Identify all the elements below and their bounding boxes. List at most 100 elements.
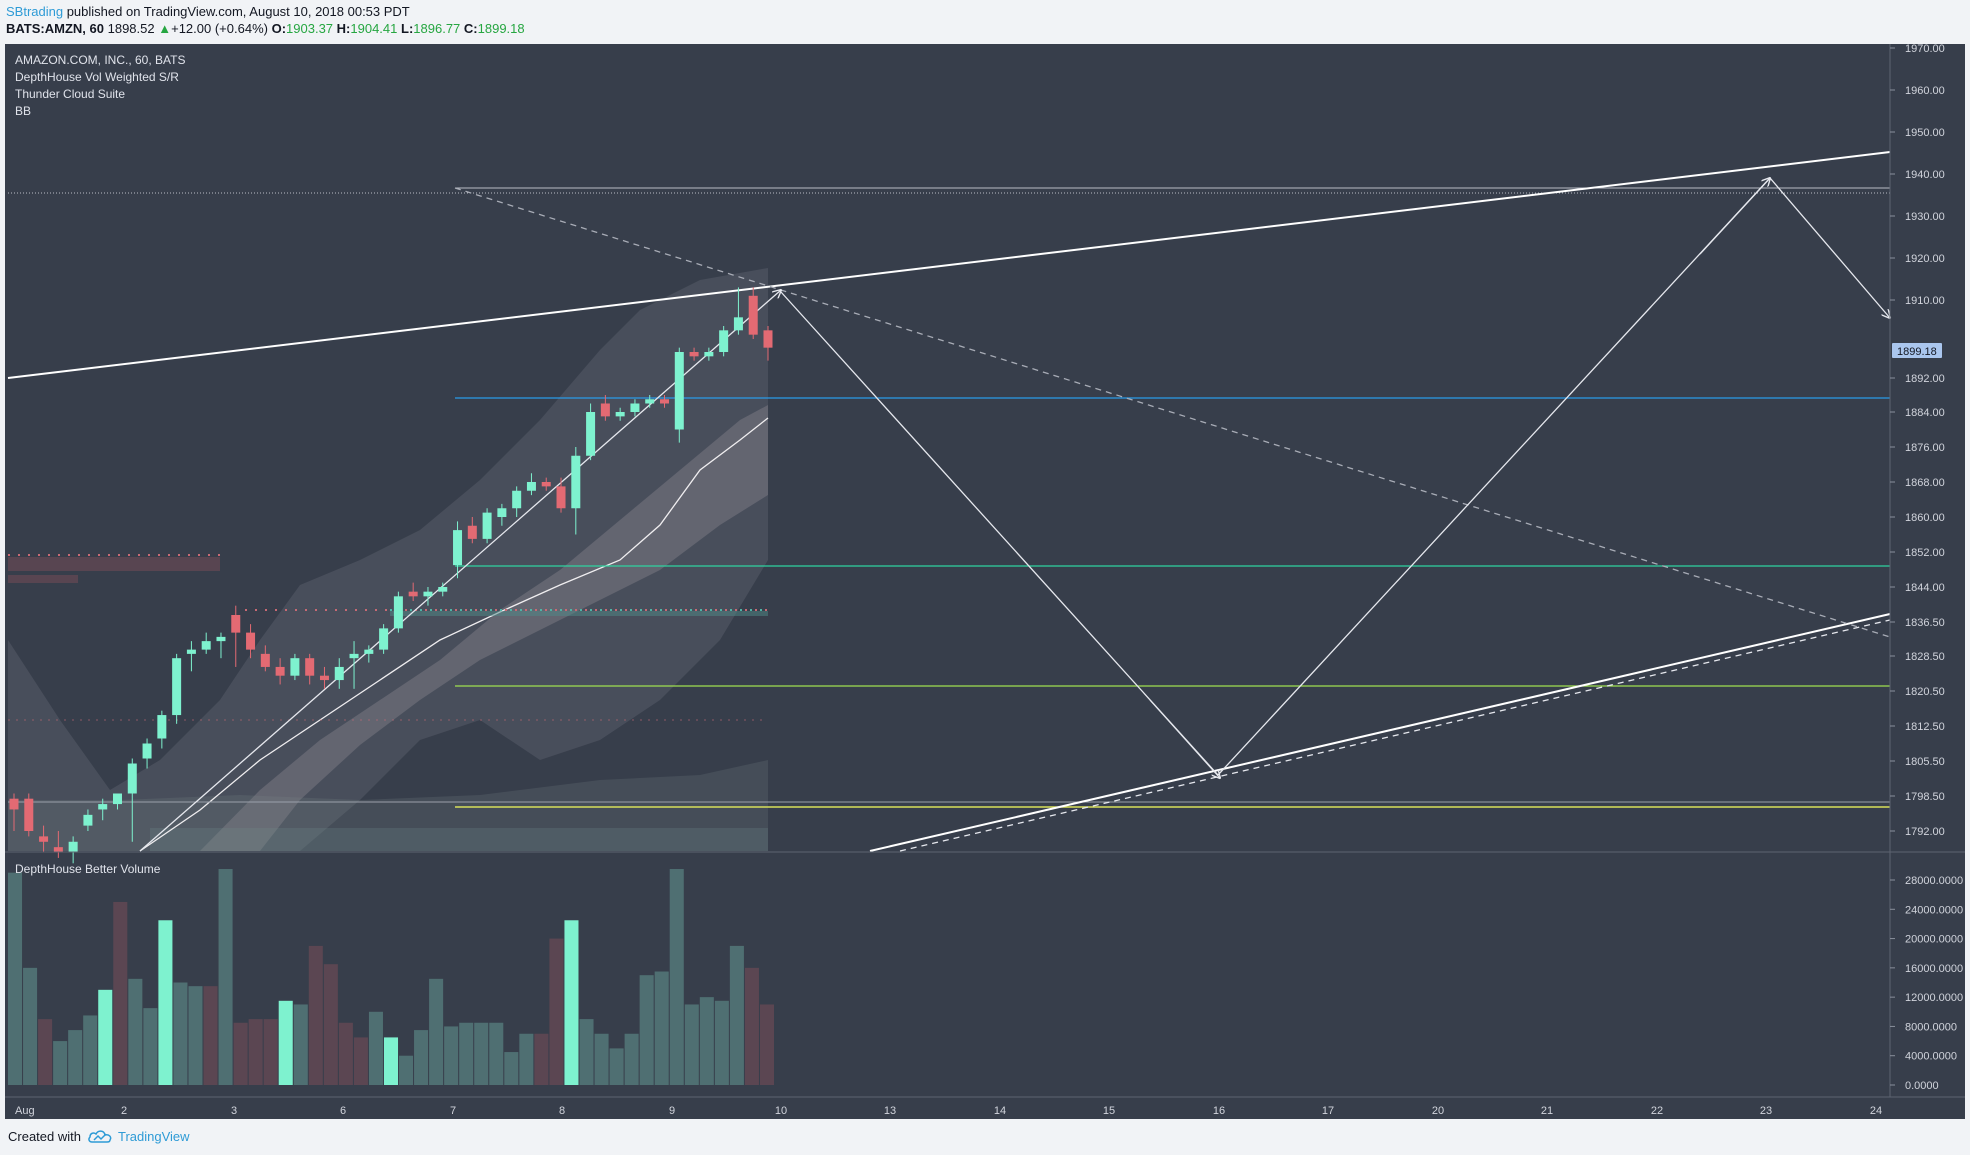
volume-bar (459, 1022, 474, 1085)
legend-indicator-3[interactable]: BB (15, 104, 31, 118)
volume-bar (699, 997, 714, 1085)
candle-body (260, 653, 270, 667)
volume-bar (353, 1037, 368, 1085)
price-axis-label: 1798.50 (1905, 791, 1945, 803)
candle-body (68, 841, 78, 853)
symbol-quote: BATS:AMZN, 60 1898.52 ▲+12.00 (+0.64%) O… (6, 21, 525, 36)
candle-body (112, 793, 122, 805)
legend-indicator-1[interactable]: DepthHouse Vol Weighted S/R (15, 70, 179, 84)
candle (364, 645, 374, 663)
volume-bar (594, 1033, 609, 1085)
volume-bar (233, 1022, 248, 1085)
candle-body (630, 403, 640, 412)
price-change: +12.00 (+0.64%) (171, 21, 268, 36)
time-axis-label: 20 (1432, 1105, 1444, 1117)
trend-lines (7, 151, 1891, 852)
candle (482, 508, 492, 544)
time-axis[interactable]: Aug 2 3 6 7 8 9 10 13 14 15 16 17 20 21 22 23 24 (15, 1105, 1882, 1117)
projection-arrow-2 (1699, 178, 1770, 255)
volume-bar (669, 869, 684, 1085)
candle-body (423, 591, 433, 597)
publisher-link[interactable]: SBtrading (6, 4, 64, 19)
volume-bar (504, 1052, 519, 1085)
candle-body (319, 675, 329, 681)
candle (660, 395, 670, 408)
time-axis-label: 6 (340, 1105, 346, 1117)
price-axis-label: 1910.00 (1905, 295, 1945, 307)
volume-bar (534, 1033, 549, 1085)
time-axis-label: Aug (15, 1105, 35, 1117)
chart-frame[interactable] (5, 44, 1965, 1119)
sr-zone-red-small (8, 575, 78, 583)
open-value: 1903.37 (286, 21, 334, 36)
time-axis-label: 23 (1760, 1105, 1772, 1117)
candle (379, 624, 389, 654)
volume-bar (714, 1000, 729, 1085)
price-axis-label: 1868.00 (1905, 477, 1945, 489)
time-axis-label: 24 (1870, 1105, 1882, 1117)
tradingview-brand-link[interactable]: TradingView (118, 1129, 190, 1144)
price-axis-label: 1836.50 (1905, 617, 1945, 629)
candle (24, 793, 34, 837)
volume-axis-label: 4000.0000 (1905, 1051, 1957, 1063)
volume-bar (68, 1030, 83, 1085)
volume-bar (218, 869, 233, 1085)
channel-lower-line (869, 613, 1891, 852)
candle (645, 395, 655, 408)
candle (674, 347, 684, 443)
horizontal-levels (8, 187, 1890, 808)
price-axis[interactable]: 1970.00 1960.00 1950.00 1940.00 1930.00 1920.… (1890, 43, 1945, 838)
candle (305, 653, 315, 685)
time-axis-label: 15 (1103, 1105, 1115, 1117)
volume-pane-title[interactable]: DepthHouse Better Volume (15, 862, 161, 876)
volume-bar (23, 967, 38, 1085)
time-axis-label: 13 (884, 1105, 896, 1117)
candle-body (142, 743, 152, 759)
candle (39, 825, 49, 853)
tradingview-logo-icon[interactable] (88, 1128, 114, 1146)
time-axis-label: 16 (1213, 1105, 1225, 1117)
candle (719, 326, 729, 357)
candle (142, 738, 152, 769)
candle-body (83, 814, 93, 826)
candle-body (275, 666, 285, 676)
volume-bar (474, 1022, 489, 1085)
symbol-label: BATS:AMZN, 60 (6, 21, 104, 36)
candle-body (157, 715, 167, 739)
volume-bar (579, 1019, 594, 1085)
price-axis-label: 1930.00 (1905, 211, 1945, 223)
price-tag-box (1892, 343, 1942, 358)
candle (68, 836, 78, 864)
candle-body (600, 403, 610, 417)
volume-bar (308, 945, 323, 1085)
volume-bar (624, 1033, 639, 1085)
volume-bar (729, 945, 744, 1085)
time-axis-label: 7 (450, 1105, 456, 1117)
candle-body (290, 658, 300, 676)
candle (216, 632, 226, 659)
candle-body (172, 658, 182, 716)
candle-body (364, 649, 374, 654)
volume-axis[interactable]: 28000.0000 24000.0000 20000.0000 16000.0000… (1890, 875, 1963, 1092)
candle-body (453, 530, 463, 566)
price-axis-label: 1852.00 (1905, 547, 1945, 559)
volume-bar (128, 978, 143, 1085)
volume-bar (248, 1019, 263, 1085)
candle (349, 641, 359, 689)
volume-bar (98, 989, 113, 1085)
candle-body (408, 591, 418, 597)
downtrend-dashed (454, 187, 1891, 638)
volume-bar (188, 986, 203, 1085)
candle-body (526, 482, 536, 491)
volume-bar (684, 1004, 699, 1085)
candle-body (571, 455, 581, 509)
open-label: O: (271, 21, 287, 36)
legend-indicator-2[interactable]: Thunder Cloud Suite (15, 87, 125, 101)
candle-body (438, 587, 448, 592)
candle-body (467, 525, 477, 539)
candle (763, 326, 773, 361)
volume-bar (338, 1022, 353, 1085)
candle-body (674, 352, 684, 430)
volume-bar (158, 920, 173, 1085)
